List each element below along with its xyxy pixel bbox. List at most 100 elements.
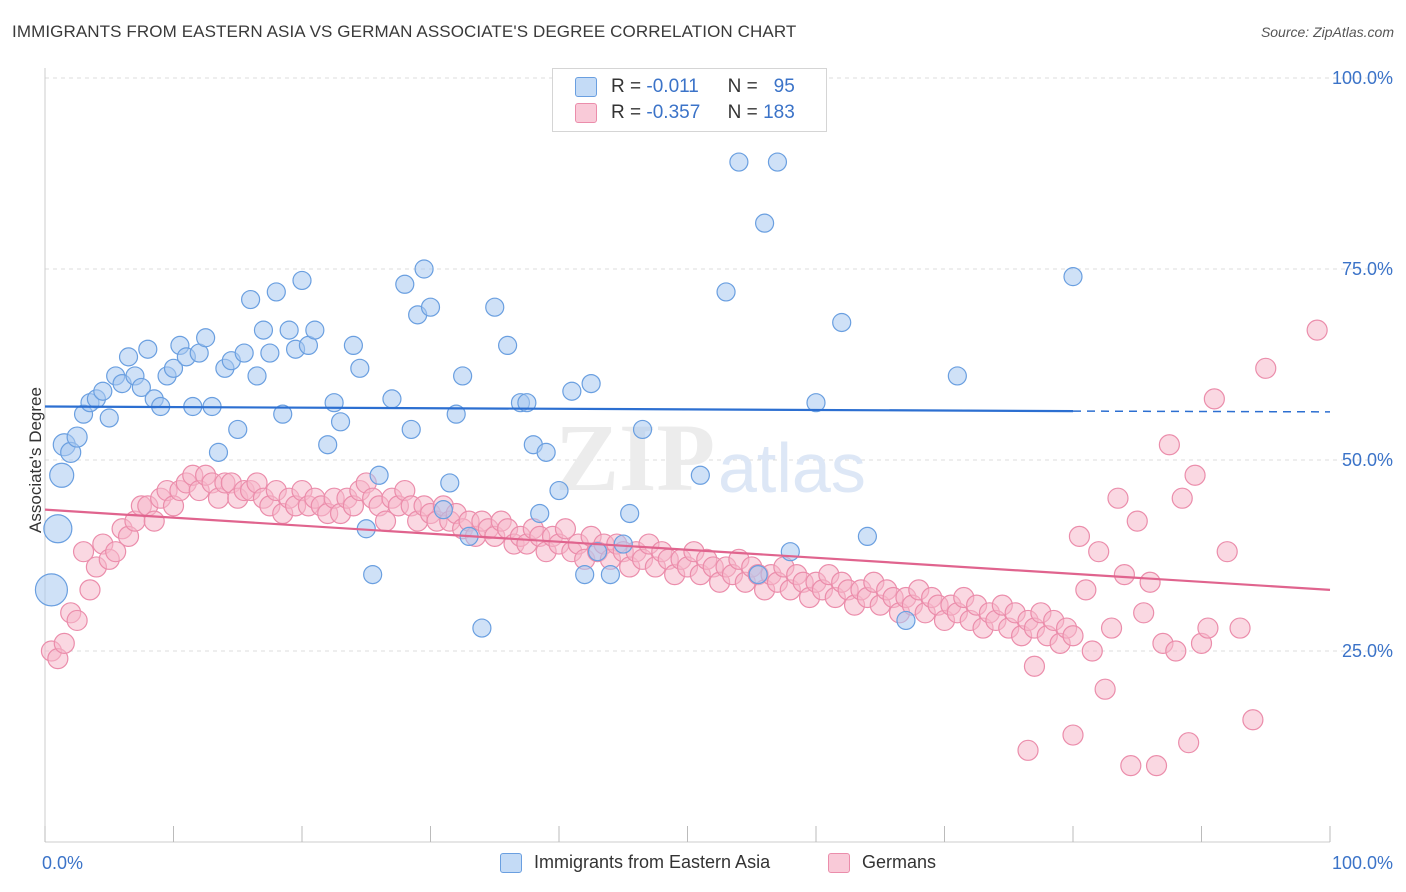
- eastern-asia-point: [34, 573, 69, 607]
- trend-lines: [44, 405, 1331, 591]
- eastern-asia-point: [131, 377, 151, 398]
- eastern-asia-point: [118, 347, 139, 367]
- eastern-asia-point: [767, 152, 788, 172]
- german-point: [1094, 678, 1116, 700]
- german-point: [1088, 541, 1110, 563]
- german-point: [1100, 617, 1123, 639]
- german-point: [1023, 655, 1046, 677]
- n-value: 95: [773, 76, 795, 97]
- eastern-asia-point: [43, 514, 73, 544]
- legend-label: Immigrants from Eastern Asia: [534, 852, 771, 872]
- german-point: [1216, 541, 1238, 563]
- german-point: [554, 518, 577, 540]
- y-axis-label: Associate's Degree: [26, 387, 45, 533]
- eastern-asia-point: [780, 542, 800, 562]
- legend-swatch-blue: [575, 77, 597, 97]
- eastern-asia-point: [517, 393, 537, 413]
- eastern-asia-point: [729, 152, 749, 172]
- eastern-asia-point: [620, 503, 640, 524]
- eastern-asia-point: [472, 618, 492, 638]
- watermark-zip: ZIP: [555, 404, 715, 511]
- eastern-asia-point: [832, 312, 852, 333]
- eastern-asia-point: [241, 289, 261, 310]
- eastern-asia-point: [453, 366, 473, 386]
- eastern-asia-point: [440, 473, 460, 493]
- eastern-asia-point: [806, 393, 826, 413]
- stats-row-germans: R = -0.357 N = 183: [575, 101, 795, 125]
- germans-points: [40, 319, 1328, 777]
- r-value: -0.011: [646, 76, 699, 97]
- legend-swatch-pink: [828, 852, 850, 873]
- eastern-asia-point: [433, 500, 453, 520]
- german-point: [1197, 617, 1219, 639]
- r-label: R =: [611, 102, 642, 123]
- eastern-asia-point: [716, 282, 736, 302]
- series-legend: Immigrants from Eastern Asia Germans: [0, 852, 1406, 878]
- german-point: [1184, 464, 1206, 486]
- eastern-asia-point: [401, 419, 421, 440]
- r-value: -0.357: [646, 102, 701, 123]
- eastern-asia-point: [330, 412, 351, 432]
- german-point: [72, 541, 95, 563]
- eastern-asia-point: [414, 259, 434, 279]
- german-point: [66, 609, 88, 632]
- eastern-asia-point: [536, 442, 556, 462]
- eastern-asia-point: [530, 503, 550, 524]
- eastern-asia-point: [49, 462, 75, 488]
- german-point: [1171, 487, 1193, 509]
- eastern-asia-trend: [44, 405, 1074, 413]
- eastern-asia-trend-extension: [1072, 410, 1331, 413]
- eastern-asia-point: [632, 419, 653, 440]
- source-label: Source: ZipAtlas.com: [1260, 24, 1394, 40]
- eastern-asia-point: [292, 270, 312, 291]
- german-point: [1113, 563, 1136, 586]
- y-tick-label: 100.0%: [1332, 68, 1393, 88]
- chart-title: IMMIGRANTS FROM EASTERN ASIA VS GERMAN A…: [12, 22, 797, 41]
- german-point: [105, 541, 127, 563]
- german-point: [1255, 357, 1277, 379]
- eastern-asia-point: [247, 366, 267, 386]
- legend-item-eastern-asia[interactable]: Immigrants from Eastern Asia: [500, 852, 770, 873]
- german-point: [1017, 739, 1039, 761]
- eastern-asia-point: [498, 335, 518, 355]
- eastern-asia-point: [279, 320, 299, 340]
- x-tick-label: 0.0%: [42, 853, 83, 873]
- german-point: [1165, 640, 1187, 662]
- eastern-asia-point: [896, 610, 916, 631]
- tick-labels: 100.0% 75.0% 50.0% 25.0% 0.0% 100.0%: [42, 68, 1393, 873]
- eastern-asia-point: [1063, 267, 1083, 287]
- eastern-asia-point: [363, 564, 383, 585]
- n-label: N =: [727, 76, 758, 97]
- x-tick-label: 100.0%: [1332, 853, 1393, 873]
- german-point: [1062, 724, 1084, 746]
- german-point: [1178, 732, 1200, 754]
- eastern-asia-point: [690, 465, 710, 485]
- legend-swatch-pink: [575, 103, 597, 123]
- german-point: [1133, 602, 1155, 624]
- eastern-asia-point: [208, 442, 229, 462]
- eastern-asia-point: [318, 435, 338, 455]
- axes: [44, 68, 1331, 843]
- german-point: [53, 632, 75, 654]
- eastern-asia-point: [99, 408, 119, 428]
- r-label: R =: [611, 76, 642, 97]
- eastern-asia-point: [485, 297, 505, 317]
- y-tick-label: 50.0%: [1342, 450, 1393, 470]
- eastern-asia-point: [613, 534, 633, 554]
- eastern-asia-point: [260, 343, 280, 363]
- german-point: [1126, 510, 1148, 532]
- eastern-asia-point: [196, 328, 216, 348]
- eastern-asia-point: [343, 335, 363, 355]
- eastern-asia-point: [350, 358, 370, 378]
- eastern-asia-point: [562, 381, 582, 401]
- eastern-asia-point: [581, 374, 601, 394]
- eastern-asia-point: [163, 358, 184, 378]
- eastern-asia-point: [587, 542, 608, 562]
- legend-item-germans[interactable]: Germans: [828, 852, 936, 873]
- eastern-asia-point: [93, 381, 113, 401]
- y-tick-label: 25.0%: [1342, 641, 1393, 661]
- german-point: [1242, 709, 1264, 731]
- german-point: [1306, 319, 1328, 341]
- eastern-asia-point: [66, 426, 88, 448]
